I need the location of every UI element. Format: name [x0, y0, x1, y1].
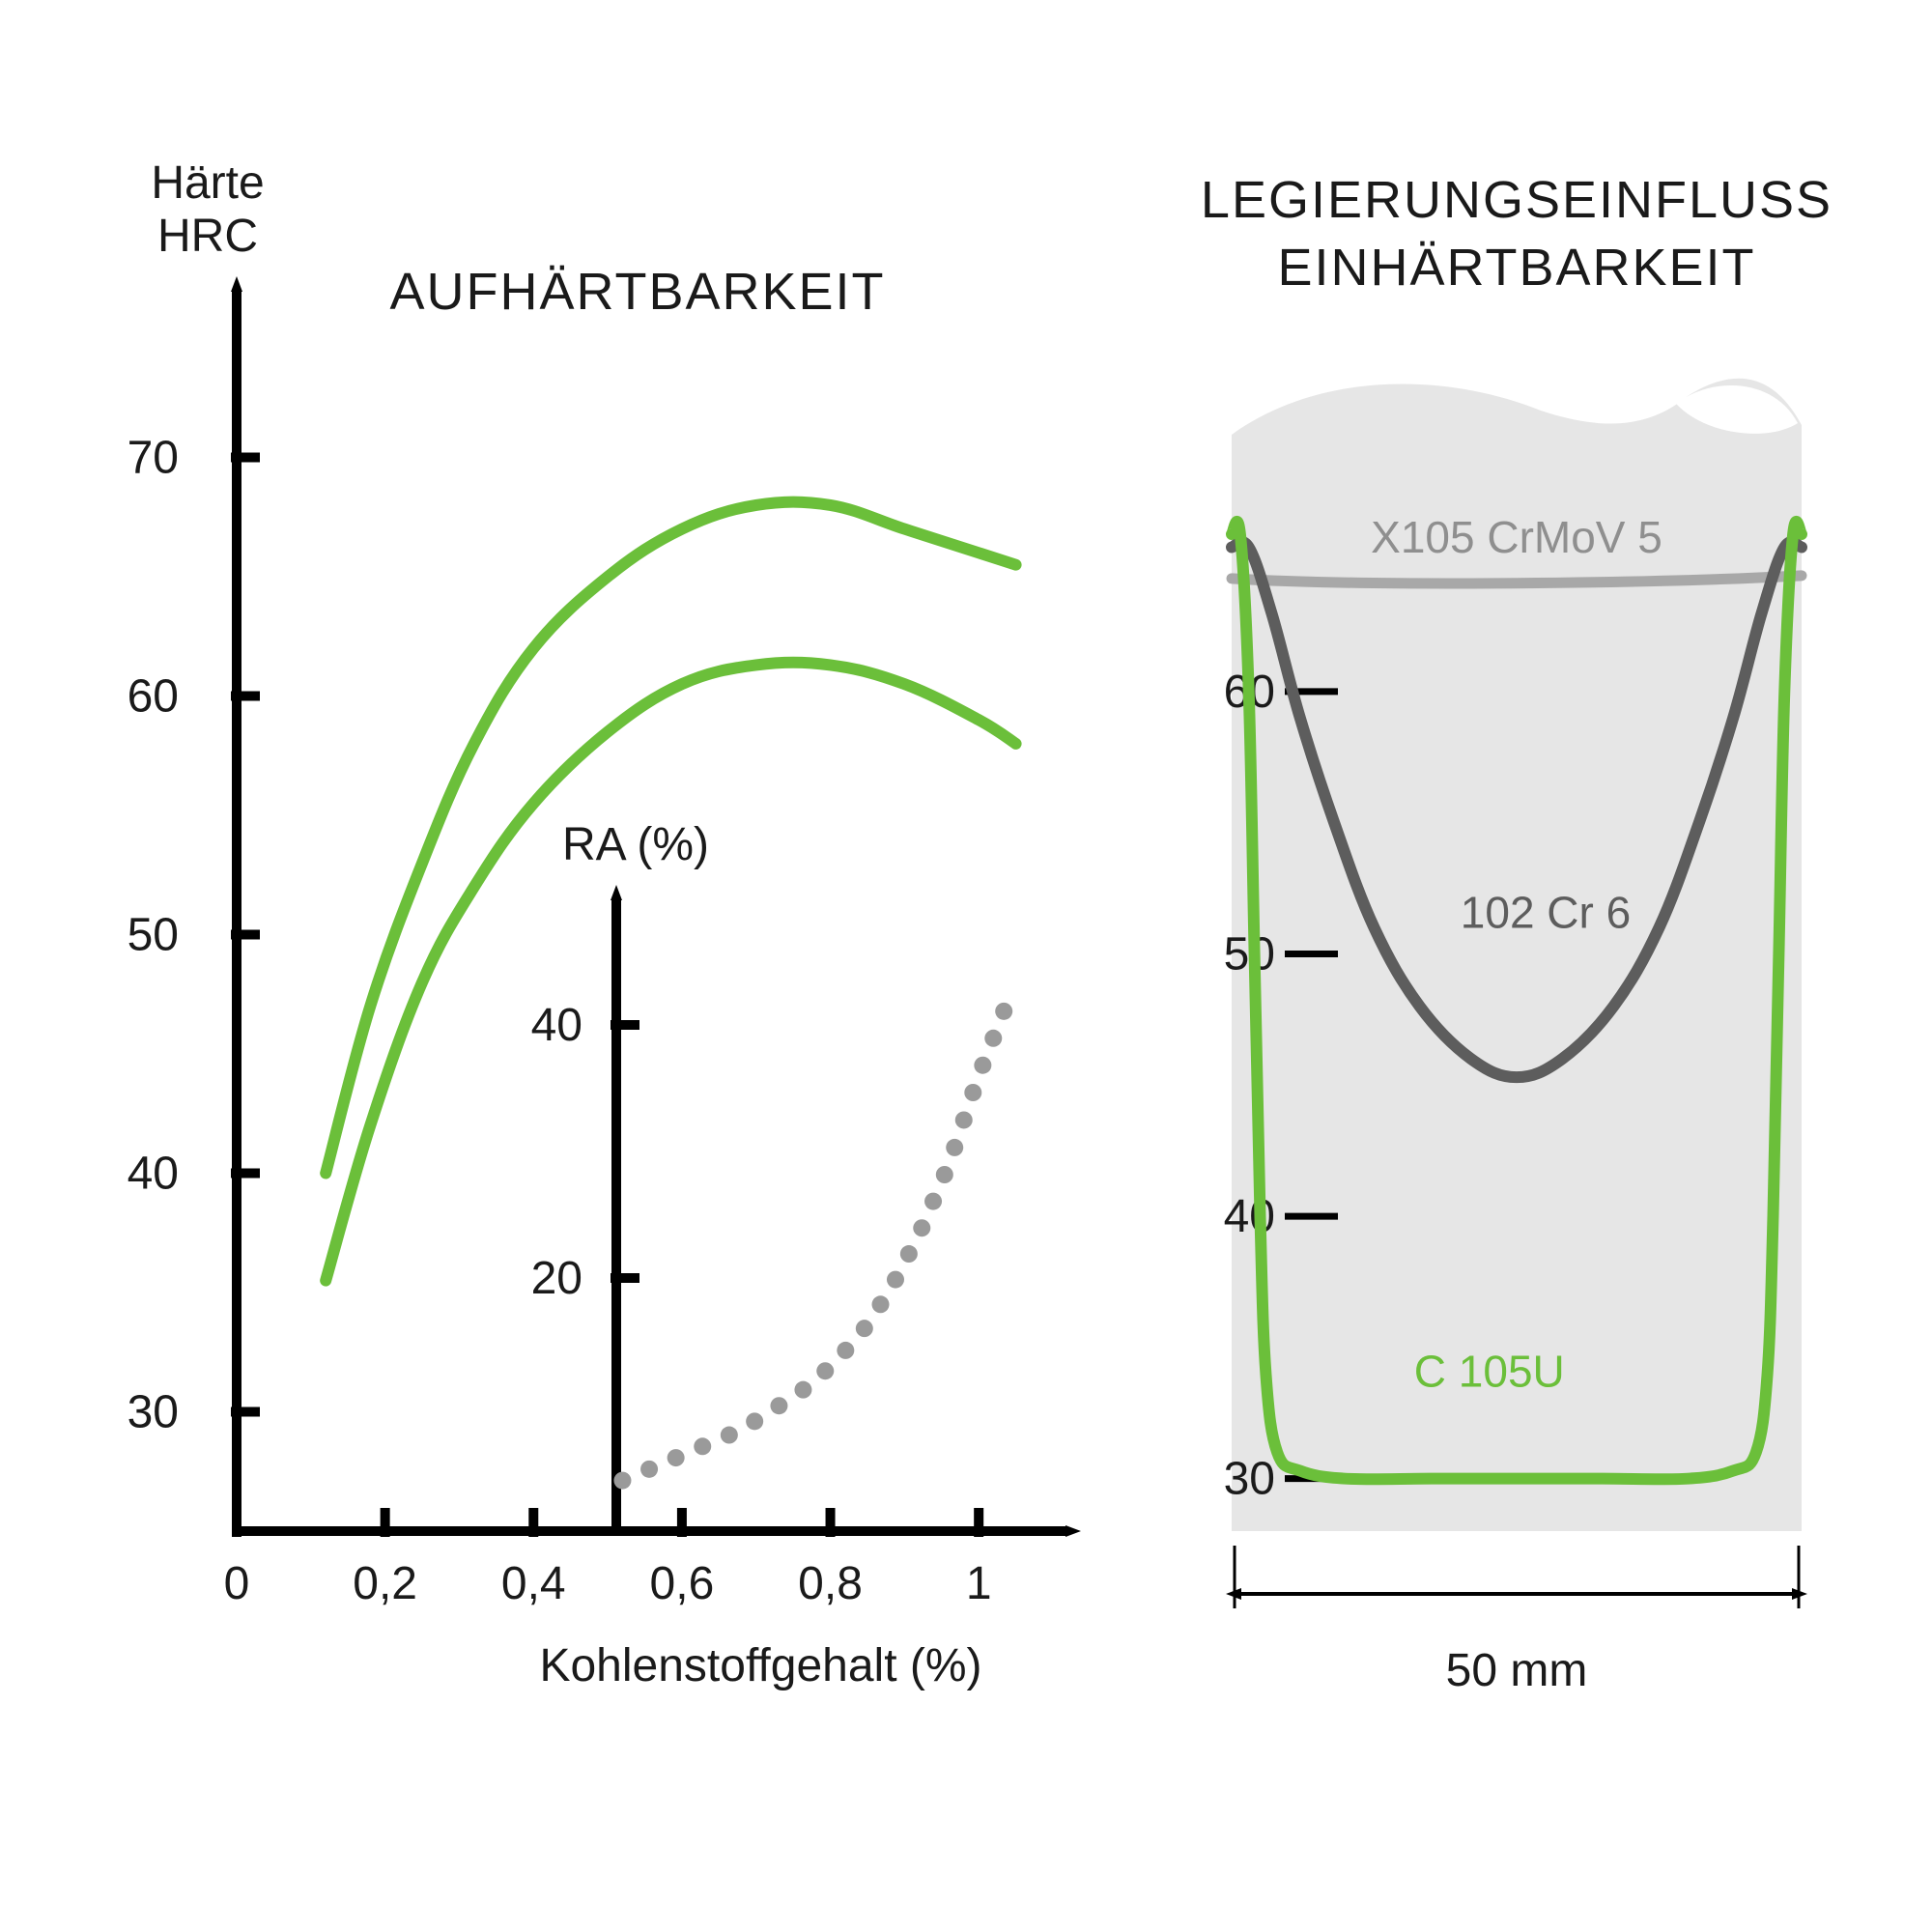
right-y-tick-label: 40	[1224, 1191, 1275, 1242]
y-axis-label-2: HRC	[157, 211, 258, 262]
y-tick-label: 60	[128, 671, 179, 723]
x-tick-label: 1	[966, 1558, 992, 1609]
right-title-2: EINHÄRTBARKEIT	[1277, 239, 1755, 297]
x-tick-label: 0,4	[501, 1558, 566, 1609]
x-axis-label: Kohlenstoffgehalt (%)	[539, 1640, 981, 1691]
dotted-curve	[613, 1003, 1012, 1490]
steel2-label: 102 Cr 6	[1461, 887, 1631, 937]
right-y-tick-label: 30	[1224, 1454, 1275, 1505]
y-tick-label: 30	[128, 1387, 179, 1438]
y-tick-label: 40	[128, 1149, 179, 1200]
left-title: AUFHÄRTBARKEIT	[389, 263, 885, 321]
y-axis-label-1: Härte	[151, 157, 264, 209]
x-tick-label: 0,6	[650, 1558, 715, 1609]
steel3-label: C 105U	[1414, 1347, 1565, 1397]
inset-tick-label: 20	[531, 1253, 582, 1304]
x-tick-label: 0	[224, 1558, 250, 1609]
y-tick-label: 70	[128, 433, 179, 484]
x-tick-label: 0,2	[353, 1558, 417, 1609]
y-tick-label: 50	[128, 910, 179, 961]
right-title-1: LEGIERUNGSEINFLUSS	[1201, 171, 1833, 229]
inset-tick-label: 40	[531, 1000, 582, 1051]
curve-lower	[326, 663, 1015, 1281]
width-label: 50 mm	[1446, 1645, 1588, 1696]
x-tick-label: 0,8	[798, 1558, 863, 1609]
steel1-label: X105 CrMoV 5	[1371, 512, 1662, 562]
inset-axis-label: RA (%)	[562, 819, 709, 870]
